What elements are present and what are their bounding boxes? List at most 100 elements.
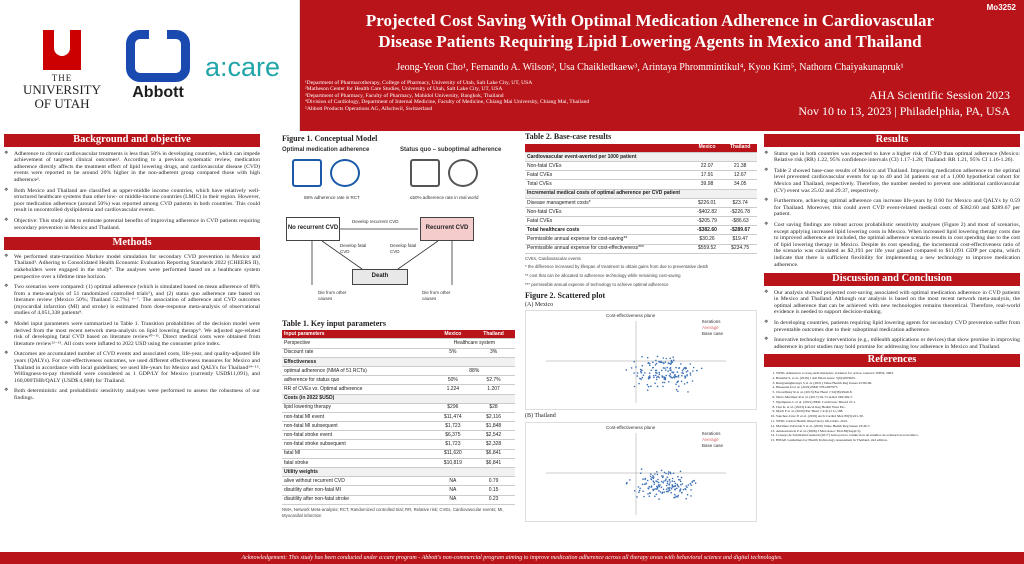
table-row: non-fatal MI subsequent $1,723 $1,848 bbox=[282, 421, 515, 432]
scatter-point bbox=[660, 486, 663, 489]
mexico-cell: $296 bbox=[433, 403, 473, 413]
row-label: Non-fatal CVEs bbox=[525, 161, 691, 172]
section-heading-methods: Methods bbox=[4, 237, 260, 250]
scatter-point bbox=[677, 375, 680, 377]
table-row: Discount rate 5% 3% bbox=[282, 348, 515, 358]
scatter-point bbox=[662, 481, 664, 484]
table-row: Effectiveness bbox=[282, 357, 515, 367]
table-row: optimal adherence (NMA of 51 RCTs) 88% bbox=[282, 366, 515, 377]
scatter-point bbox=[647, 386, 650, 388]
scatter-point bbox=[673, 480, 676, 483]
row-label: Fatal CVEs bbox=[525, 170, 691, 181]
legend-average: Average bbox=[702, 325, 719, 331]
thailand-cell: -$289.67 bbox=[723, 225, 757, 236]
scatter-point bbox=[678, 478, 680, 481]
utah-logo-name-2: OF UTAH bbox=[34, 96, 90, 111]
legend-iterations: Iterations bbox=[702, 431, 721, 436]
scatter-point bbox=[655, 379, 658, 381]
affiliation: ¹Department of Pharmacotherapy, College … bbox=[305, 80, 533, 86]
table-subheader: Incremental medical costs of optimal adh… bbox=[525, 189, 757, 199]
scatter-point bbox=[657, 478, 659, 481]
scatter-point bbox=[680, 380, 683, 383]
scatter-point bbox=[641, 369, 643, 372]
scatter-point bbox=[686, 382, 689, 384]
mexico-cell: $30.26 bbox=[690, 234, 724, 245]
list-item: Both deterministic and probabilistic sen… bbox=[4, 388, 260, 401]
scatter-point bbox=[652, 361, 654, 364]
status-quo-caption: ≤50% adherence rate in real world bbox=[410, 194, 479, 200]
scatter-point bbox=[674, 482, 677, 485]
scatter-point bbox=[675, 495, 677, 497]
scatter-point bbox=[656, 356, 659, 358]
scatter-point bbox=[672, 472, 675, 475]
scatter-point bbox=[686, 374, 688, 377]
utah-logo-name-1: UNIVERSITY bbox=[23, 82, 101, 97]
thailand-cell: $6,841 bbox=[472, 458, 515, 469]
table-row: Fatal CVEs -$205.79 -$86.63 bbox=[525, 216, 757, 227]
scatter-point bbox=[653, 375, 655, 377]
reference-item: Husereau D et al. (2022) BMJ 376:e067975… bbox=[776, 385, 1020, 390]
table-2-note: * the difference increased by lifespan o… bbox=[525, 264, 709, 270]
list-item: Our analysis showed projected cost-savin… bbox=[764, 290, 1020, 316]
section-heading-background: Background and objective bbox=[4, 134, 260, 147]
scatter-point bbox=[678, 367, 681, 370]
scatter-point bbox=[636, 372, 639, 375]
mexico-cell: -$205.79 bbox=[690, 216, 724, 227]
column-header: Thailand bbox=[472, 330, 515, 340]
scatter-point bbox=[689, 363, 692, 366]
scatter-point bbox=[649, 364, 651, 367]
scatter-point bbox=[673, 493, 676, 496]
scatter-point bbox=[640, 371, 642, 373]
scatter-point bbox=[656, 473, 659, 476]
scatter-point bbox=[691, 481, 694, 483]
scatter-point bbox=[638, 489, 641, 492]
reference-item: Martinez-Valverde S et al. (2020) Value … bbox=[776, 424, 1020, 429]
scatter-point bbox=[652, 367, 654, 370]
scatter-point bbox=[638, 491, 640, 494]
scatter-point bbox=[633, 386, 636, 388]
scatter-point bbox=[672, 372, 674, 374]
scatter-point bbox=[639, 378, 641, 380]
scatter-point bbox=[667, 362, 670, 365]
scatter-point bbox=[666, 482, 669, 485]
reference-item: Chu K, et al. (2023) Lancet Reg Health W… bbox=[776, 405, 1020, 410]
thailand-cell: $1,848 bbox=[472, 421, 515, 432]
scatter-point bbox=[676, 484, 679, 487]
scatter-point bbox=[661, 376, 664, 379]
row-label: Perspective bbox=[282, 338, 434, 349]
scatter-point bbox=[665, 490, 668, 493]
thailand-cell: $2,542 bbox=[472, 430, 515, 441]
mexico-cell: 50% bbox=[433, 375, 473, 386]
scatter-point bbox=[668, 479, 671, 481]
scatter-point bbox=[674, 376, 677, 378]
calendar-icon bbox=[410, 158, 440, 187]
list-item: Two scenarios were compared: (1) optimal… bbox=[4, 284, 260, 317]
section-heading-discussion: Discussion and Conclusion bbox=[764, 273, 1020, 286]
optimal-caption: 88% adherence rate in RCT bbox=[304, 194, 360, 200]
thailand-cell: 21.38 bbox=[723, 161, 757, 172]
utah-logo-the: THE bbox=[51, 73, 73, 83]
scatter-point bbox=[659, 361, 661, 364]
acknowledgement-footer: Acknowledgement: This study has been con… bbox=[0, 552, 1024, 564]
merged-cell: Healthcare system bbox=[433, 338, 515, 349]
arrow-die-left: Die from other causes bbox=[318, 289, 347, 302]
scatter-point bbox=[667, 490, 669, 493]
scatter-point bbox=[648, 376, 651, 379]
scatter-point bbox=[667, 487, 669, 489]
mexico-cell: NA bbox=[433, 495, 473, 505]
scatter-point bbox=[653, 481, 655, 484]
reference-item: WHO. Adherence to long-term therapies: e… bbox=[776, 371, 1020, 376]
scatter-point bbox=[669, 367, 671, 370]
thailand-cell: 0.23 bbox=[472, 495, 515, 505]
conceptual-model-diagram: Optimal medication adherence Status quo … bbox=[282, 145, 515, 315]
reference-item: Sanchez-Cruz JJ et al. (2019) Arch Cardi… bbox=[776, 414, 1020, 419]
table-2-note: ** cost that can be allocated to adheren… bbox=[525, 273, 681, 279]
pill-icon bbox=[330, 158, 360, 187]
scatter-point bbox=[673, 496, 675, 499]
table-row: fatal stroke $10,819 $6,841 bbox=[282, 458, 515, 469]
scatter-point bbox=[670, 491, 672, 494]
scatter-point bbox=[636, 375, 639, 378]
scatter-point bbox=[663, 363, 665, 365]
scatter-point bbox=[683, 383, 686, 386]
reference-item: HITAP. Guidelines for Health Technology … bbox=[776, 438, 1020, 443]
